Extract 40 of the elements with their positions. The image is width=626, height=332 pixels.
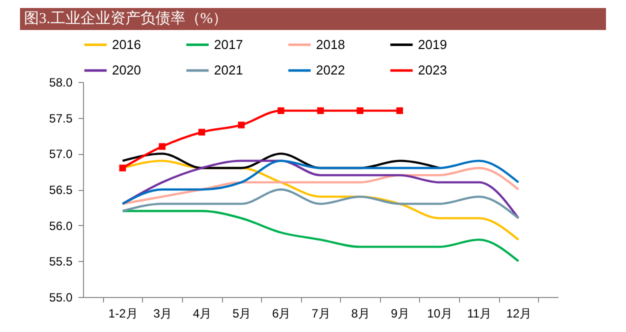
x-tick-label: 6月	[272, 306, 291, 320]
line-series	[121, 166, 520, 205]
legend-label: 2023	[418, 62, 447, 78]
legend-label: 2018	[316, 36, 345, 52]
x-tick-label: 7月	[312, 306, 330, 320]
line-series	[121, 188, 520, 220]
line-series	[121, 160, 520, 205]
x-tick-label: 3月	[153, 306, 172, 320]
y-tick-label: 56.5	[49, 183, 73, 197]
point	[278, 107, 284, 114]
x-tick-label: 11月	[467, 306, 492, 320]
point	[396, 107, 404, 114]
x-tick-label: 5月	[232, 306, 252, 320]
line-series	[121, 210, 520, 262]
x-tick-label: 12月	[506, 306, 532, 320]
line-series	[121, 160, 520, 220]
legend-label: 2017	[214, 36, 243, 52]
legend-label: 2016	[112, 36, 141, 52]
legend-label: 2021	[214, 62, 243, 78]
legend-label: 2022	[316, 62, 345, 78]
x-tick-label: 4月	[192, 306, 212, 320]
chart-title: 图3.工业企业资产负债率（%）	[20, 8, 606, 30]
point	[119, 164, 126, 172]
y-tick-label: 55.5	[49, 254, 73, 269]
point	[356, 107, 364, 114]
point	[238, 122, 245, 128]
x-tick-label: 9月	[390, 306, 410, 320]
y-tick-label: 57.5	[49, 111, 73, 126]
x-tick-label: 8月	[351, 306, 370, 320]
y-tick-label: 57.0	[49, 147, 73, 162]
y-tick-label: 58.0	[49, 76, 73, 90]
point	[198, 128, 206, 136]
x-tick-label: 1-2月	[108, 306, 138, 320]
y-tick-label: 55.0	[49, 290, 73, 304]
y-tick-label: 56.0	[49, 218, 73, 233]
legend-label: 2020	[112, 62, 141, 78]
x-tick-label: 10月	[427, 306, 452, 320]
legend-label: 2019	[418, 36, 447, 52]
point	[158, 143, 166, 150]
point	[317, 107, 324, 114]
